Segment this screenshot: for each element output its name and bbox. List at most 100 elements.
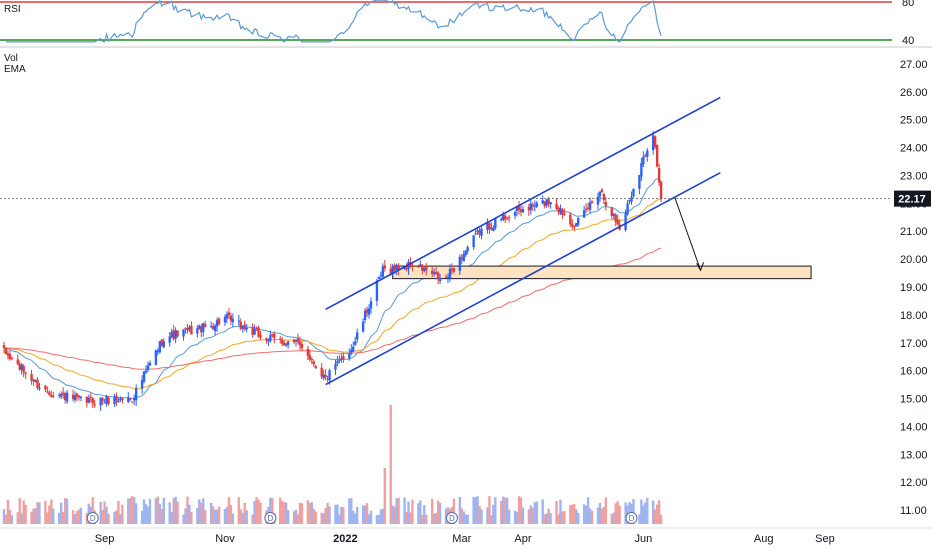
candle-body <box>547 198 550 205</box>
volume-bar <box>480 509 483 524</box>
candle-body <box>89 396 92 398</box>
volume-bar <box>659 514 663 524</box>
time-tick-label[interactable]: Sep <box>95 533 115 545</box>
volume-bar <box>393 506 396 524</box>
volume-bar <box>188 504 191 524</box>
time-tick-label[interactable]: Aug <box>754 533 774 545</box>
candle-body <box>342 356 345 360</box>
arrow-shaft <box>674 197 702 271</box>
candle-body <box>462 254 465 262</box>
price-tick-label: 12.00 <box>900 477 928 489</box>
volume-bar <box>140 510 144 524</box>
time-tick-label[interactable]: 2022 <box>333 533 357 545</box>
volume-bar <box>464 514 467 524</box>
candle-body <box>75 393 79 397</box>
volume-bar <box>350 498 353 524</box>
volume-bar <box>391 505 394 524</box>
arrow-head <box>696 262 705 272</box>
volume-bar <box>36 502 39 524</box>
candle-body <box>434 272 438 275</box>
volume-bar <box>58 512 61 524</box>
target-arrow <box>674 197 705 272</box>
support-zone <box>392 265 812 280</box>
candle-body <box>186 328 189 331</box>
time-tick-label[interactable]: Apr <box>514 533 531 545</box>
volume-bar <box>614 503 617 524</box>
volume-bar <box>229 504 233 524</box>
candle-body <box>170 331 173 337</box>
volume-bar <box>569 505 572 524</box>
volume-bar <box>535 501 538 524</box>
candle-body <box>356 332 359 340</box>
volume-bar <box>99 501 102 524</box>
candle-body <box>628 200 631 202</box>
candle-body <box>555 203 558 210</box>
volume-bar <box>409 512 412 524</box>
volume-bar <box>434 513 438 524</box>
candle-body <box>350 349 353 353</box>
volume-bar <box>529 505 533 524</box>
volume-bar <box>598 502 602 524</box>
candle-body <box>352 346 355 352</box>
candle-body <box>375 280 379 301</box>
candle-body <box>533 205 536 207</box>
volume-bar <box>119 514 122 524</box>
candle-body <box>563 213 566 216</box>
candle-body <box>279 338 282 340</box>
volume-bar <box>129 497 132 524</box>
candle-body <box>265 338 268 341</box>
volume-bar <box>348 498 351 524</box>
candle-body <box>354 341 357 345</box>
candle-body <box>381 266 385 277</box>
candle-body <box>448 268 452 279</box>
price-tick-label: 16.00 <box>900 366 928 378</box>
candle-body <box>383 265 387 269</box>
volume-bar <box>488 496 491 524</box>
time-tick-label[interactable]: Jun <box>634 533 652 545</box>
candle-body <box>243 324 246 330</box>
volume-bar <box>239 509 242 524</box>
volume-bar <box>79 507 83 524</box>
volume-bar <box>269 497 272 524</box>
candle-body <box>569 214 572 225</box>
candle-body <box>105 395 108 404</box>
candle-body <box>4 347 8 355</box>
ema-indicator-label: EMA <box>4 64 26 75</box>
time-tick-label[interactable]: Nov <box>215 533 235 545</box>
candle-body <box>460 257 463 260</box>
candle-body <box>73 395 77 401</box>
candle-body <box>393 265 396 271</box>
time-tick-label[interactable]: Mar <box>452 533 471 545</box>
candle-body <box>588 202 592 210</box>
candle-body <box>431 270 434 274</box>
volume-bar <box>389 405 392 524</box>
time-tick-label[interactable]: Sep <box>815 533 835 545</box>
candle-body <box>6 353 10 356</box>
volume-bar <box>494 497 497 524</box>
volume-bar <box>590 510 594 524</box>
candle-body <box>300 344 304 349</box>
candle-body <box>573 226 576 228</box>
volume-bar <box>20 513 23 524</box>
volume-bar <box>300 503 304 524</box>
candle-body <box>312 361 315 365</box>
volume-bar <box>340 507 343 524</box>
candle-body <box>644 155 647 157</box>
candle-body <box>188 327 191 330</box>
candle-body <box>87 398 90 403</box>
volume-bar <box>646 497 649 524</box>
volume-bar <box>156 496 160 524</box>
candle-body <box>298 341 302 346</box>
candle-body <box>113 397 116 405</box>
candle-body <box>93 404 96 406</box>
candle-body <box>158 341 162 353</box>
volume-bar <box>462 511 465 524</box>
candle-body <box>245 327 248 330</box>
volume-bar <box>255 497 258 524</box>
candle-body <box>101 398 104 401</box>
volume-bar <box>158 503 162 524</box>
candle-body <box>361 321 365 332</box>
time-axis[interactable]: Sep Nov 2022 Mar Apr Jun Aug Sep <box>95 533 835 545</box>
